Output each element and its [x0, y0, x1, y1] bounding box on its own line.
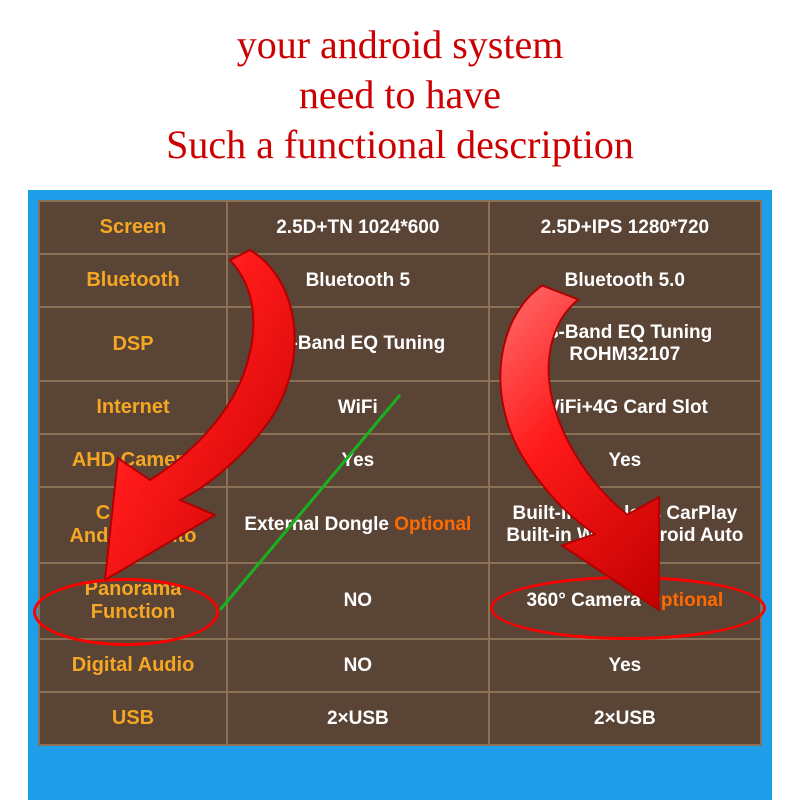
row-label: Digital Audio	[39, 639, 227, 692]
row-col2: 48-Band EQ TuningROHM32107	[489, 307, 761, 381]
row-col1: 2×USB	[227, 692, 489, 745]
table-row: CarPlayAndroid AutoExternal Dongle Optio…	[39, 487, 761, 563]
header-line-3: Such a functional description	[0, 120, 800, 170]
row-label: Internet	[39, 381, 227, 434]
row-label: DSP	[39, 307, 227, 381]
row-col2: Built-in Wireless CarPlayBuilt-in Wire A…	[489, 487, 761, 563]
row-col2: 2×USB	[489, 692, 761, 745]
row-col1: 2.5D+TN 1024*600	[227, 201, 489, 254]
row-col2: WiFi+4G Card Slot	[489, 381, 761, 434]
row-col1: WiFi	[227, 381, 489, 434]
row-col1: Bluetooth 5	[227, 254, 489, 307]
header-line-1: your android system	[0, 20, 800, 70]
row-label: USB	[39, 692, 227, 745]
table-row: Digital AudioNOYes	[39, 639, 761, 692]
spec-table-container: Screen2.5D+TN 1024*6002.5D+IPS 1280*720B…	[28, 190, 772, 800]
row-col2: Yes	[489, 434, 761, 487]
row-col1: Yes	[227, 434, 489, 487]
row-label: PanoramaFunction	[39, 563, 227, 639]
row-col1: 12-Band EQ Tuning	[227, 307, 489, 381]
table-row: InternetWiFiWiFi+4G Card Slot	[39, 381, 761, 434]
table-row: DSP12-Band EQ Tuning48-Band EQ TuningROH…	[39, 307, 761, 381]
header-text: your android system need to have Such a …	[0, 0, 800, 185]
row-label: Bluetooth	[39, 254, 227, 307]
row-col2: Yes	[489, 639, 761, 692]
row-label: CarPlayAndroid Auto	[39, 487, 227, 563]
row-col2: Bluetooth 5.0	[489, 254, 761, 307]
row-col1: NO	[227, 639, 489, 692]
table-row: USB2×USB2×USB	[39, 692, 761, 745]
row-col2: 2.5D+IPS 1280*720	[489, 201, 761, 254]
row-col1: NO	[227, 563, 489, 639]
row-label: AHD Camera	[39, 434, 227, 487]
table-row: BluetoothBluetooth 5Bluetooth 5.0	[39, 254, 761, 307]
table-row: PanoramaFunctionNO360° Camera Optional	[39, 563, 761, 639]
table-row: Screen2.5D+TN 1024*6002.5D+IPS 1280*720	[39, 201, 761, 254]
header-line-2: need to have	[0, 70, 800, 120]
table-row: AHD CameraYesYes	[39, 434, 761, 487]
row-label: Screen	[39, 201, 227, 254]
spec-table: Screen2.5D+TN 1024*6002.5D+IPS 1280*720B…	[38, 200, 762, 746]
row-col2: 360° Camera Optional	[489, 563, 761, 639]
row-col1: External Dongle Optional	[227, 487, 489, 563]
